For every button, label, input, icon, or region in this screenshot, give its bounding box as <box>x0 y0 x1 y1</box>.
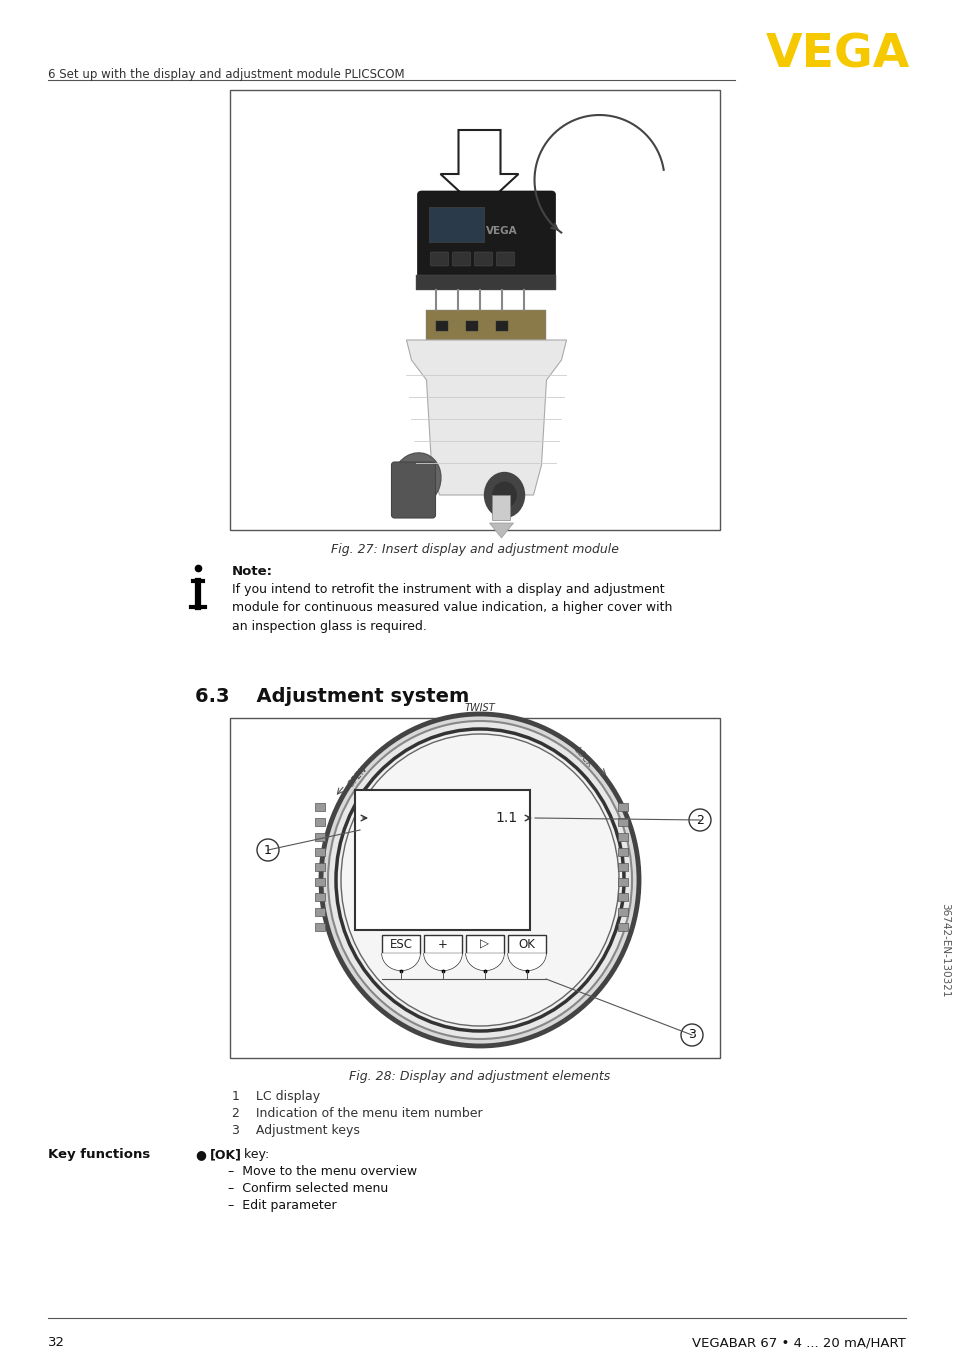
Circle shape <box>256 839 278 861</box>
Bar <box>314 909 325 917</box>
Polygon shape <box>440 130 518 210</box>
FancyBboxPatch shape <box>430 252 448 265</box>
Text: VEGA: VEGA <box>486 226 517 236</box>
Bar <box>618 862 627 871</box>
Polygon shape <box>489 523 513 538</box>
Ellipse shape <box>335 728 623 1030</box>
Text: VEGA: VEGA <box>765 32 909 77</box>
Text: 36742-EN-130321: 36742-EN-130321 <box>939 903 949 998</box>
Text: 6 Set up with the display and adjustment module PLICSCOM: 6 Set up with the display and adjustment… <box>48 68 404 81</box>
FancyBboxPatch shape <box>417 191 555 279</box>
FancyBboxPatch shape <box>452 252 470 265</box>
Bar <box>314 848 325 856</box>
Text: 6.3    Adjustment system: 6.3 Adjustment system <box>194 686 469 705</box>
Text: 1: 1 <box>264 844 272 857</box>
Text: 32: 32 <box>48 1336 65 1349</box>
Text: OPEN: OPEN <box>346 765 369 789</box>
Text: Fig. 28: Display and adjustment elements: Fig. 28: Display and adjustment elements <box>349 1070 610 1083</box>
Text: +: + <box>437 937 448 951</box>
Text: TWIST: TWIST <box>464 703 495 714</box>
Bar <box>618 833 627 841</box>
Bar <box>618 923 627 932</box>
Text: Fig. 27: Insert display and adjustment module: Fig. 27: Insert display and adjustment m… <box>331 543 618 556</box>
Bar <box>436 321 448 330</box>
Bar <box>507 936 545 953</box>
Bar <box>492 496 510 520</box>
Bar <box>355 789 530 930</box>
Polygon shape <box>406 340 566 496</box>
FancyBboxPatch shape <box>474 252 492 265</box>
Bar <box>314 894 325 900</box>
Bar <box>423 936 461 953</box>
Bar <box>314 803 325 811</box>
Bar <box>314 923 325 932</box>
Text: 2: 2 <box>696 814 703 826</box>
Text: 1.1: 1.1 <box>496 811 517 825</box>
Bar <box>416 275 556 290</box>
Bar <box>314 877 325 886</box>
Bar <box>618 848 627 856</box>
Bar <box>496 321 508 330</box>
Text: –  Edit parameter: – Edit parameter <box>228 1200 336 1212</box>
Text: ESC: ESC <box>389 937 412 951</box>
Text: If you intend to retrofit the instrument with a display and adjustment
module fo: If you intend to retrofit the instrument… <box>232 584 672 634</box>
Polygon shape <box>381 953 419 971</box>
Text: 3: 3 <box>687 1029 695 1041</box>
Bar <box>426 310 546 340</box>
Ellipse shape <box>484 473 524 517</box>
Text: 2    Indication of the menu item number: 2 Indication of the menu item number <box>232 1108 482 1120</box>
FancyBboxPatch shape <box>391 462 435 519</box>
Bar <box>465 936 503 953</box>
Ellipse shape <box>492 482 516 508</box>
Ellipse shape <box>320 714 639 1047</box>
FancyBboxPatch shape <box>496 252 514 265</box>
Text: ●: ● <box>194 1148 206 1160</box>
Ellipse shape <box>328 720 631 1039</box>
Bar <box>429 207 484 242</box>
Circle shape <box>680 1024 702 1047</box>
Text: Key functions: Key functions <box>48 1148 150 1160</box>
Circle shape <box>688 808 710 831</box>
Bar <box>618 909 627 917</box>
Text: [OK]: [OK] <box>210 1148 242 1160</box>
Bar <box>381 936 419 953</box>
Polygon shape <box>507 953 545 971</box>
Text: ▷: ▷ <box>480 937 489 951</box>
Bar <box>618 877 627 886</box>
Bar <box>314 833 325 841</box>
Bar <box>618 818 627 826</box>
Text: LOCK: LOCK <box>572 745 594 769</box>
Bar <box>314 818 325 826</box>
Text: 1    LC display: 1 LC display <box>232 1090 320 1104</box>
Ellipse shape <box>392 452 440 508</box>
Polygon shape <box>423 953 461 971</box>
Bar <box>230 718 720 1057</box>
Text: Note:: Note: <box>232 565 273 578</box>
Bar <box>618 803 627 811</box>
Ellipse shape <box>340 734 618 1026</box>
Bar <box>466 321 478 330</box>
Bar <box>618 894 627 900</box>
Polygon shape <box>465 953 503 971</box>
Bar <box>230 89 720 529</box>
Text: 3    Adjustment keys: 3 Adjustment keys <box>232 1124 359 1137</box>
Text: –  Move to the menu overview: – Move to the menu overview <box>228 1164 416 1178</box>
Text: OK: OK <box>518 937 535 951</box>
Text: key:: key: <box>240 1148 269 1160</box>
Text: VEGABAR 67 • 4 ... 20 mA/HART: VEGABAR 67 • 4 ... 20 mA/HART <box>692 1336 905 1349</box>
Text: –  Confirm selected menu: – Confirm selected menu <box>228 1182 388 1196</box>
Bar <box>314 862 325 871</box>
